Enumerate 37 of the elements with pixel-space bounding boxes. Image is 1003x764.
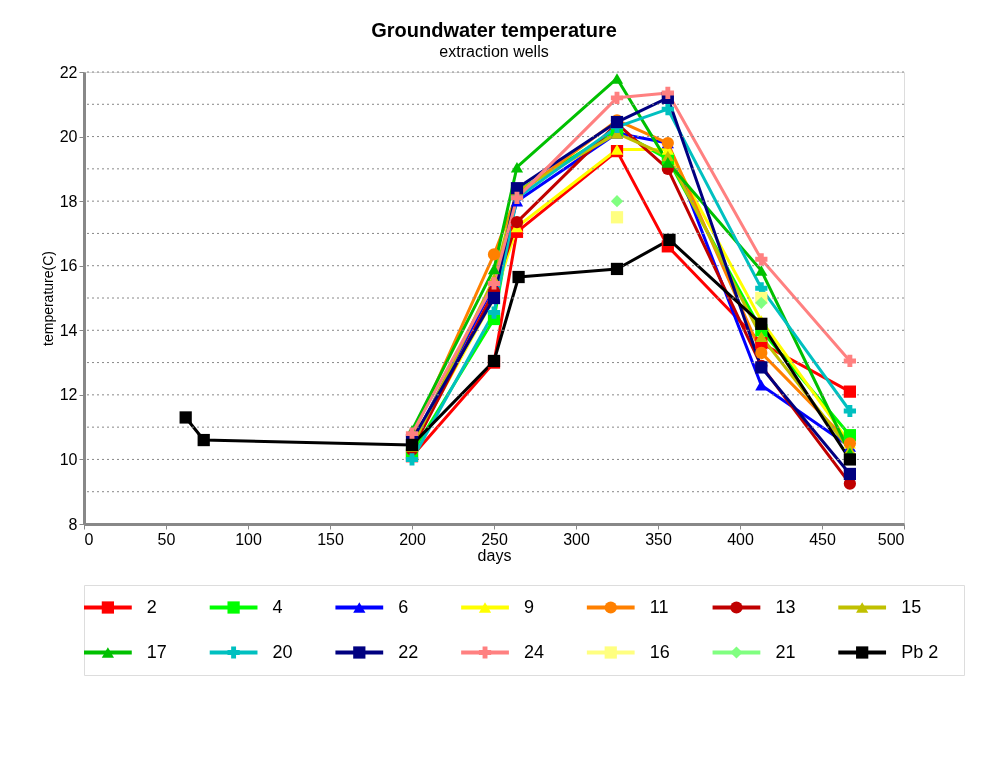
x-tick-label: 150: [317, 530, 344, 548]
x-axis-title: days: [477, 546, 512, 564]
y-tick-label: 18: [59, 192, 78, 210]
legend-label: 16: [649, 641, 670, 662]
x-tick-label: 0: [84, 530, 94, 548]
x-tick-label: 200: [399, 530, 426, 548]
x-tick-label: 350: [645, 530, 672, 548]
legend-label: 17: [146, 641, 167, 662]
legend-label: 2: [146, 596, 157, 617]
legend-label: 15: [901, 596, 922, 617]
y-tick-label: 20: [59, 128, 78, 146]
chart-title: Groundwater temperature: [371, 19, 617, 41]
x-tick-label: 450: [809, 530, 836, 548]
x-tick-label: 500: [877, 530, 905, 548]
legend-label: 13: [775, 596, 796, 617]
legend-label: 6: [398, 596, 409, 617]
legend-label: 20: [272, 641, 293, 662]
x-tick-label: 250: [481, 530, 508, 548]
y-tick-label: 14: [59, 321, 78, 339]
x-tick-label: 300: [563, 530, 590, 548]
legend-label: 9: [524, 596, 535, 617]
legend-label: 24: [524, 641, 545, 662]
x-tick-label: 100: [235, 530, 262, 548]
y-axis-title: temperature(C): [39, 251, 56, 346]
legend-label: 4: [272, 596, 283, 617]
y-tick-label: 22: [59, 63, 78, 81]
legend-label: 21: [775, 641, 796, 662]
y-tick-label: 12: [59, 386, 78, 404]
legend-label: Pb 2: [901, 641, 939, 662]
legend-label: 11: [649, 596, 669, 617]
y-tick-label: 16: [59, 257, 78, 275]
legend-label: 22: [398, 641, 419, 662]
x-tick-label: 50: [157, 530, 176, 548]
chart-subtitle: extraction wells: [439, 43, 549, 60]
y-tick-label: 8: [68, 515, 78, 533]
y-tick-label: 10: [59, 450, 78, 468]
x-tick-label: 400: [727, 530, 754, 548]
